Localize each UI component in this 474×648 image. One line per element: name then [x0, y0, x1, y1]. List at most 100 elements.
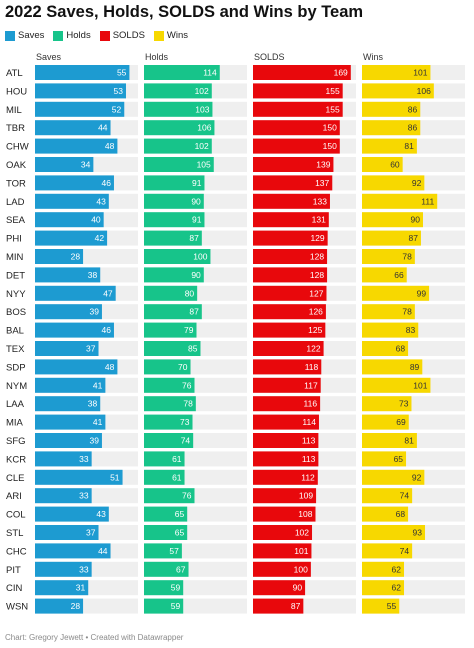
- data-label-solds: 87: [291, 601, 301, 611]
- team-label-bos: BOS: [6, 307, 26, 318]
- legend-label-holds: Holds: [66, 30, 91, 41]
- column-header-wins: Wins: [363, 52, 383, 62]
- data-label-wins: 55: [387, 601, 397, 611]
- data-label-solds: 113: [302, 436, 316, 446]
- bar-solds: [253, 267, 328, 283]
- data-label-saves: 33: [79, 491, 89, 501]
- data-label-holds: 61: [172, 454, 182, 464]
- bar-saves: [35, 561, 92, 577]
- bar-holds: [144, 506, 188, 522]
- data-label-holds: 76: [182, 491, 192, 501]
- bar-holds: [144, 175, 205, 191]
- team-label-nyy: NYY: [6, 289, 26, 300]
- team-label-phi: PHI: [6, 234, 22, 245]
- bar-holds: [144, 469, 185, 485]
- legend-swatch-holds: [53, 30, 64, 41]
- bar-wins: [362, 561, 405, 577]
- bar-solds: [253, 469, 318, 485]
- legend-label-saves: Saves: [18, 30, 45, 41]
- bar-holds: [144, 433, 194, 448]
- bar-solds: [253, 414, 319, 430]
- data-label-solds: 133: [313, 196, 327, 206]
- bar-holds: [144, 561, 189, 577]
- data-label-holds: 100: [193, 252, 207, 262]
- bar-saves: [35, 322, 114, 338]
- bar-wins: [362, 322, 419, 338]
- bar-wins: [362, 525, 426, 540]
- data-label-saves: 48: [105, 362, 115, 372]
- data-label-saves: 55: [117, 68, 127, 78]
- data-label-holds: 76: [182, 380, 192, 390]
- bar-saves: [35, 138, 118, 154]
- data-label-solds: 108: [298, 509, 312, 519]
- data-label-wins: 83: [406, 325, 416, 335]
- data-label-wins: 92: [412, 178, 422, 188]
- bar-saves: [35, 267, 101, 283]
- bar-saves: [35, 396, 101, 412]
- data-label-wins: 86: [408, 123, 418, 133]
- data-label-saves: 39: [89, 436, 99, 446]
- legend-label-wins: Wins: [166, 30, 189, 41]
- data-label-wins: 78: [402, 307, 412, 317]
- data-label-saves: 37: [86, 344, 96, 354]
- data-label-holds: 102: [195, 141, 209, 151]
- data-label-holds: 65: [175, 509, 185, 519]
- team-label-wsn: WSN: [6, 602, 28, 613]
- data-label-holds: 90: [191, 270, 201, 280]
- data-label-saves: 34: [81, 160, 91, 170]
- data-label-holds: 73: [180, 417, 190, 427]
- team-label-tor: TOR: [6, 178, 26, 189]
- bar-saves: [35, 433, 102, 448]
- legend-label-solds: SOLDS: [112, 30, 145, 41]
- data-label-saves: 31: [76, 583, 86, 593]
- bar-wins: [362, 83, 434, 99]
- data-label-solds: 128: [310, 270, 324, 280]
- bar-saves: [35, 83, 126, 99]
- bar-saves: [35, 506, 109, 522]
- bar-wins: [362, 120, 421, 136]
- team-label-sea: SEA: [6, 215, 26, 226]
- data-label-holds: 91: [192, 178, 202, 188]
- bar-holds: [144, 212, 205, 228]
- bar-wins: [362, 451, 407, 467]
- data-label-wins: 65: [394, 454, 404, 464]
- team-label-mil: MIL: [6, 105, 22, 116]
- data-label-wins: 93: [413, 528, 423, 538]
- team-label-kcr: KCR: [6, 454, 26, 465]
- team-label-col: COL: [6, 510, 26, 521]
- bar-holds: [144, 341, 201, 356]
- bar-solds: [253, 598, 304, 614]
- bar-solds: [253, 451, 319, 467]
- data-label-solds: 114: [302, 417, 316, 427]
- data-label-saves: 53: [114, 86, 124, 96]
- data-label-saves: 38: [88, 399, 98, 409]
- bar-holds: [144, 285, 198, 301]
- data-label-holds: 106: [197, 123, 211, 133]
- bar-wins: [362, 193, 438, 209]
- data-label-holds: 79: [184, 325, 194, 335]
- bar-holds: [144, 101, 213, 117]
- data-label-saves: 52: [112, 104, 122, 114]
- data-label-saves: 40: [91, 215, 101, 225]
- legend-swatch-solds: [99, 30, 110, 41]
- data-label-solds: 169: [334, 68, 348, 78]
- bar-wins: [362, 469, 425, 485]
- bar-saves: [35, 101, 125, 117]
- data-label-solds: 150: [323, 123, 337, 133]
- data-label-solds: 150: [323, 141, 337, 151]
- column-header-holds: Holds: [145, 52, 169, 62]
- bar-holds: [144, 414, 193, 430]
- data-label-holds: 78: [183, 399, 193, 409]
- bar-solds: [253, 212, 329, 228]
- bar-wins: [362, 377, 431, 393]
- team-label-laa: LAA: [6, 399, 25, 410]
- data-label-saves: 41: [93, 380, 103, 390]
- data-label-holds: 103: [195, 104, 209, 114]
- team-label-hou: HOU: [6, 86, 27, 97]
- team-label-ari: ARI: [6, 491, 22, 502]
- bar-holds: [144, 543, 182, 559]
- bar-holds: [144, 304, 202, 320]
- data-label-solds: 129: [310, 233, 324, 243]
